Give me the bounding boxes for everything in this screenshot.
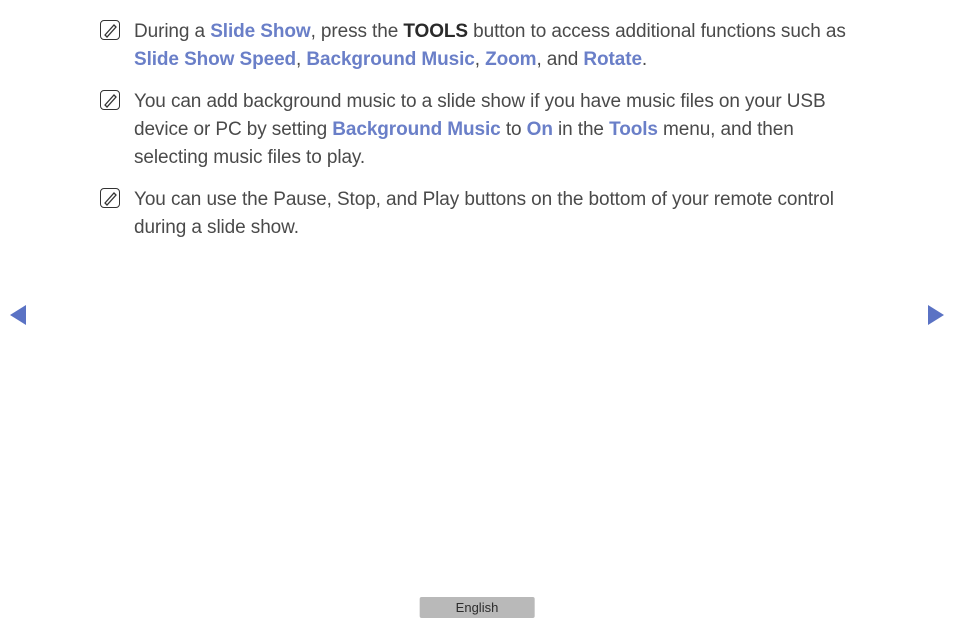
text-segment: , (475, 49, 485, 70)
text-segment: , press the (311, 21, 404, 42)
highlight-term: Tools (609, 119, 658, 140)
highlight-term: Background Music (306, 49, 474, 70)
language-label: English (456, 600, 499, 615)
highlight-term: Zoom (485, 49, 536, 70)
language-pill[interactable]: English (420, 597, 535, 618)
next-page-arrow[interactable] (928, 305, 944, 325)
note-icon (100, 188, 120, 208)
text-segment: button to access additional functions su… (468, 21, 846, 42)
text-segment: . (642, 49, 647, 70)
prev-page-arrow[interactable] (10, 305, 26, 325)
highlight-term: On (527, 119, 553, 140)
bold-term: TOOLS (403, 21, 468, 42)
note-row: During a Slide Show, press the TOOLS but… (100, 18, 870, 74)
text-segment: During a (134, 21, 210, 42)
notes-list: During a Slide Show, press the TOOLS but… (100, 18, 870, 256)
text-segment: You can use the Pause, Stop, and Play bu… (134, 189, 834, 238)
note-icon (100, 90, 120, 110)
text-segment: , (296, 49, 306, 70)
note-text: You can use the Pause, Stop, and Play bu… (134, 186, 870, 242)
highlight-term: Slide Show (210, 21, 310, 42)
note-text: You can add background music to a slide … (134, 88, 870, 172)
text-segment: , and (536, 49, 583, 70)
note-row: You can add background music to a slide … (100, 88, 870, 172)
note-row: You can use the Pause, Stop, and Play bu… (100, 186, 870, 242)
highlight-term: Slide Show Speed (134, 49, 296, 70)
note-text: During a Slide Show, press the TOOLS but… (134, 18, 870, 74)
text-segment: in the (553, 119, 609, 140)
text-segment: to (501, 119, 527, 140)
note-icon (100, 20, 120, 40)
highlight-term: Background Music (332, 119, 500, 140)
highlight-term: Rotate (583, 49, 642, 70)
